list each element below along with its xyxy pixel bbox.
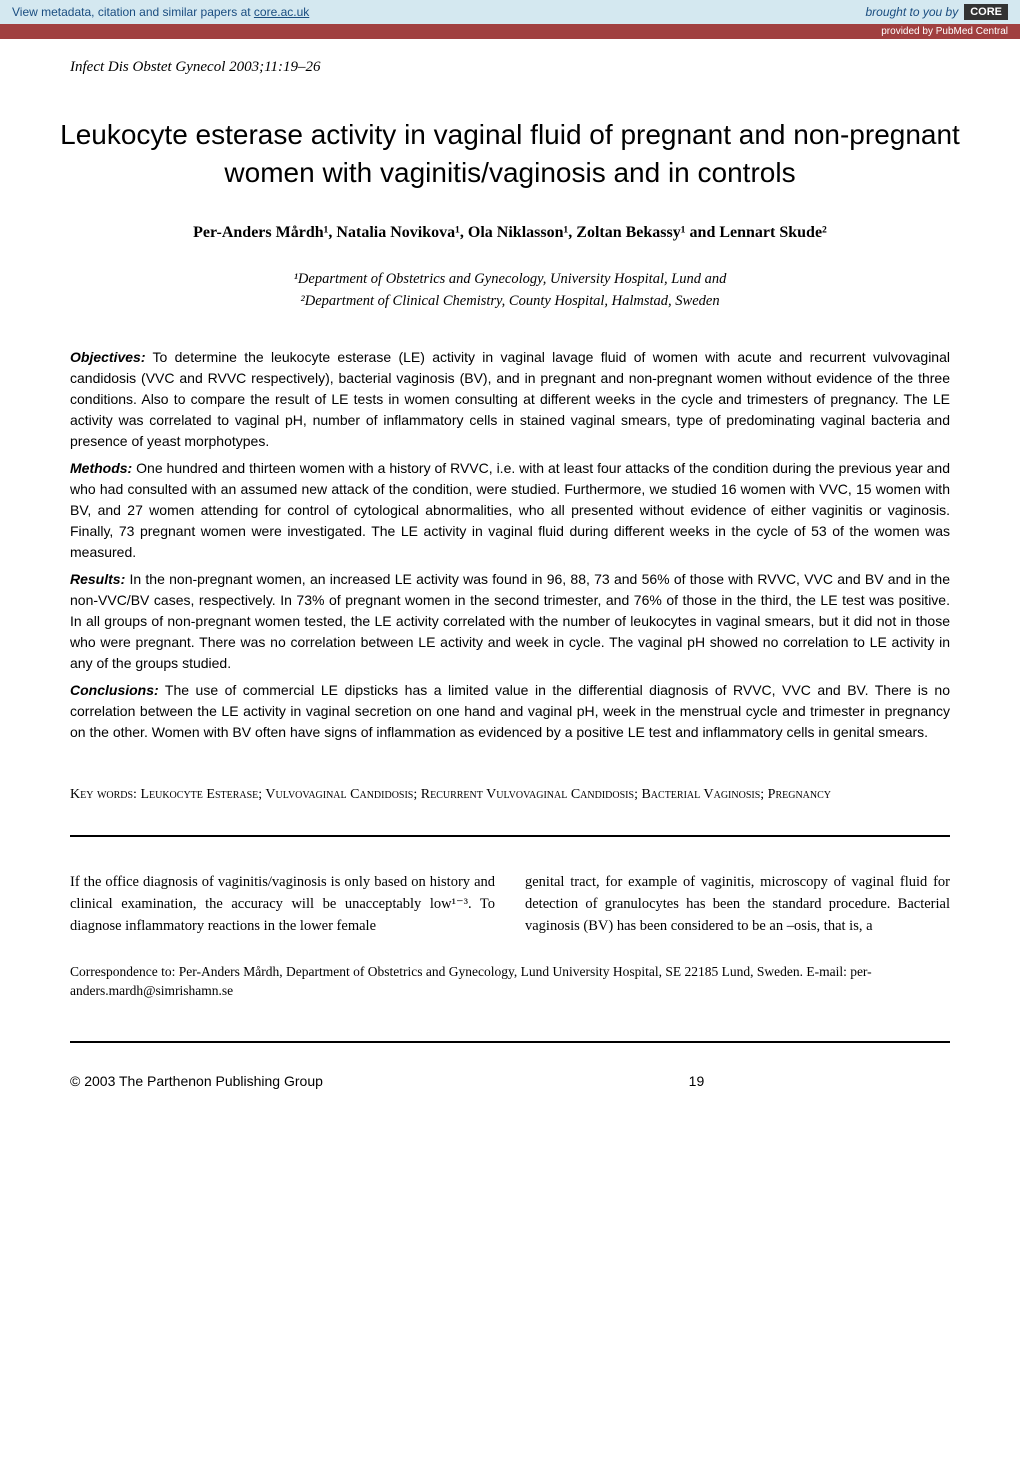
keywords-label: Key words: <box>70 787 140 802</box>
results-label: Results: <box>70 571 125 587</box>
methods-label: Methods: <box>70 460 132 476</box>
abstract-methods: Methods: One hundred and thirteen women … <box>70 458 950 563</box>
divider-bottom <box>70 1041 950 1043</box>
body-col-2: genital tract, for example of vaginitis,… <box>525 872 950 937</box>
core-link[interactable]: core.ac.uk <box>254 5 309 19</box>
top-bar-right: brought to you by CORE <box>865 4 1008 20</box>
journal-reference: Infect Dis Obstet Gynecol 2003;11:19–26 <box>0 39 1020 86</box>
abstract-conclusions: Conclusions: The use of commercial LE di… <box>70 680 950 743</box>
keywords-content: Leukocyte Esterase; Vulvovaginal Candido… <box>140 787 831 802</box>
objectives-label: Objectives: <box>70 349 145 365</box>
conclusions-label: Conclusions: <box>70 682 159 698</box>
abstract-objectives: Objectives: To determine the leukocyte e… <box>70 347 950 452</box>
metadata-prefix: View metadata, citation and similar pape… <box>12 5 254 19</box>
authors-list: Per-Anders Mårdh¹, Natalia Novikova¹, Ol… <box>0 212 1020 254</box>
body-text: If the office diagnosis of vaginitis/vag… <box>0 847 1020 947</box>
methods-text: One hundred and thirteen women with a hi… <box>70 460 950 560</box>
divider-top <box>70 835 950 837</box>
correspondence: Correspondence to: Per-Anders Mårdh, Dep… <box>0 948 1020 1031</box>
affiliation-1: ¹Department of Obstetrics and Gynecology… <box>80 269 940 291</box>
affiliations: ¹Department of Obstetrics and Gynecology… <box>0 254 1020 338</box>
abstract-block: Objectives: To determine the leukocyte e… <box>0 337 1020 769</box>
repository-top-bar: View metadata, citation and similar pape… <box>0 0 1020 24</box>
results-text: In the non-pregnant women, an increased … <box>70 571 950 671</box>
body-col-1: If the office diagnosis of vaginitis/vag… <box>70 872 495 937</box>
copyright-text: © 2003 The Parthenon Publishing Group <box>70 1073 323 1089</box>
metadata-link-text: View metadata, citation and similar pape… <box>12 5 309 19</box>
brought-by-text: brought to you by <box>865 5 958 19</box>
objectives-text: To determine the leukocyte esterase (LE)… <box>70 349 950 449</box>
provided-by-bar: provided by PubMed Central <box>0 24 1020 39</box>
page-number: 19 <box>689 1073 705 1089</box>
article-title: Leukocyte esterase activity in vaginal f… <box>0 86 1020 212</box>
core-badge[interactable]: CORE <box>964 4 1008 20</box>
conclusions-text: The use of commercial LE dipsticks has a… <box>70 682 950 740</box>
page-footer: © 2003 The Parthenon Publishing Group 19 <box>0 1053 1020 1119</box>
keywords-block: Key words: Leukocyte Esterase; Vulvovagi… <box>0 769 1020 825</box>
affiliation-2: ²Department of Clinical Chemistry, Count… <box>80 291 940 313</box>
abstract-results: Results: In the non-pregnant women, an i… <box>70 569 950 674</box>
